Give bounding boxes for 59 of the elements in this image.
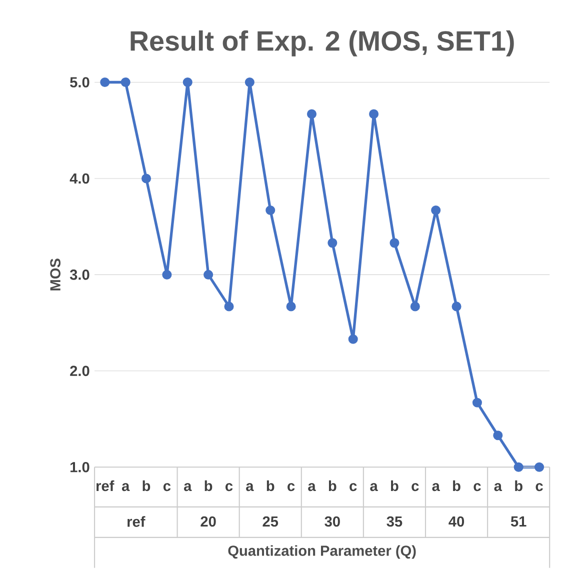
point: [534, 462, 544, 472]
point: [182, 77, 192, 88]
x-tick-label: b: [142, 480, 150, 492]
point: [328, 238, 338, 248]
point: [369, 109, 379, 119]
point: [244, 77, 254, 88]
x-tick-label: b: [453, 480, 460, 492]
point: [141, 174, 152, 184]
x-tick-label: a: [432, 483, 440, 492]
text: 25: [262, 516, 278, 527]
point: [514, 462, 524, 472]
x-tick-label: a: [308, 483, 316, 492]
text: 20: [200, 516, 216, 527]
point: [286, 302, 296, 312]
point: [100, 77, 110, 88]
text: 51: [510, 516, 526, 527]
point: [472, 398, 482, 408]
x-tick-label: b: [266, 480, 274, 492]
point: [390, 238, 400, 248]
x-tick-label: c: [163, 483, 171, 492]
x-tick-label: b: [390, 480, 398, 492]
x-tick-label: b: [515, 480, 522, 492]
text: 30: [324, 516, 340, 527]
x-tick-label: c: [288, 483, 295, 492]
x-tick-label: a: [246, 483, 254, 492]
x-tick-label: c: [226, 483, 233, 492]
point: [162, 270, 172, 280]
text: 40: [448, 516, 464, 527]
point: [431, 205, 441, 215]
x-axis-title: Quantization Parameter (Q): [228, 545, 416, 559]
text: 35: [386, 516, 402, 527]
point: [348, 334, 358, 344]
x-tick-label: b: [204, 480, 212, 492]
x-tick-label: a: [122, 483, 130, 492]
chart-title: Result of Exp. 2 (MOS, SET1): [130, 30, 514, 56]
x-tick-label: b: [328, 480, 336, 492]
y-tick-label: 5.0: [70, 77, 90, 88]
y-tick-label: 2.0: [70, 366, 90, 376]
x-tick-label: c: [536, 483, 543, 492]
y-tick-label: 1.0: [70, 462, 90, 472]
point: [452, 302, 462, 312]
point: [120, 77, 130, 88]
y-tick-label: 4.0: [70, 173, 90, 184]
point: [204, 270, 214, 280]
x-tick-label: a: [184, 483, 192, 492]
point: [493, 430, 503, 440]
point: [410, 302, 420, 312]
x-tick-label: c: [474, 483, 481, 492]
x-tick-label: ref: [96, 480, 114, 492]
text: ref: [128, 516, 146, 527]
y-axis-title: MOS: [50, 258, 60, 290]
x-tick-label: c: [350, 483, 357, 492]
x-tick-label: a: [494, 483, 502, 492]
x-tick-label: c: [412, 483, 419, 492]
point: [306, 109, 317, 119]
y-tick-label: 3.0: [70, 270, 90, 280]
x-tick-label: a: [370, 483, 378, 492]
point: [224, 302, 234, 312]
point: [266, 205, 276, 215]
